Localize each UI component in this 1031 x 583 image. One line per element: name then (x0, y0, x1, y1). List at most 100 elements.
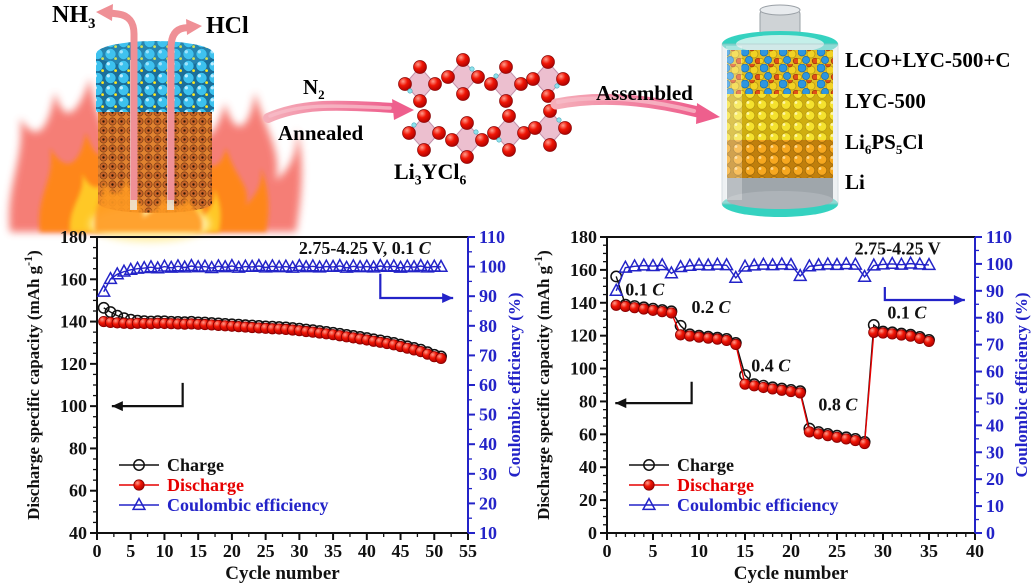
svg-text:Discharge specific capacity (m: Discharge specific capacity (mAh g-1​) (531, 250, 553, 520)
svg-text:Charge: Charge (677, 455, 734, 475)
svg-text:10: 10 (155, 541, 173, 561)
svg-text:30: 30 (290, 541, 308, 561)
svg-text:40: 40 (358, 541, 376, 561)
svg-text:30: 30 (479, 464, 497, 484)
assembled-label: Assembled (596, 81, 693, 105)
svg-text:25: 25 (257, 541, 275, 561)
svg-text:120: 120 (570, 326, 597, 346)
svg-text:70: 70 (479, 345, 497, 365)
crystal-structure (398, 53, 572, 164)
svg-text:140: 140 (60, 312, 87, 332)
svg-text:Coulombic efficiency (%): Coulombic efficiency (%) (505, 292, 524, 477)
svg-text:0.1 C: 0.1 C (625, 280, 665, 300)
svg-text:0.4 C: 0.4 C (751, 355, 791, 375)
svg-text:15: 15 (736, 541, 754, 561)
battery-layer1-label: LCO+LYC-500+C (845, 48, 1011, 72)
axes (96, 236, 469, 534)
svg-text:35: 35 (324, 541, 342, 561)
svg-text:Discharge specific capacity (m: Discharge specific capacity (mAh g-1​) (21, 250, 43, 520)
svg-text:90: 90 (986, 281, 1004, 301)
svg-text:20: 20 (479, 493, 497, 513)
svg-text:0: 0 (588, 523, 597, 543)
svg-text:Discharge: Discharge (677, 475, 754, 495)
n2-annealed-arrow (263, 99, 414, 123)
svg-text:5: 5 (126, 541, 135, 561)
svg-text:35: 35 (920, 541, 938, 561)
svg-text:0: 0 (603, 541, 612, 561)
svg-text:110: 110 (479, 227, 505, 247)
y-axis-left: 40 60 80 100 120 140 160 180 Discharge specific … (21, 227, 97, 543)
x-axis: 0 5 10 15 20 25 30 35 40 45 50 55 Cycle number (93, 533, 477, 583)
svg-text:2.75-4.25 V: 2.75-4.25 V (855, 239, 941, 259)
svg-text:Coulombic efficiency: Coulombic efficiency (167, 495, 328, 515)
svg-text:30: 30 (986, 442, 1004, 462)
battery-layer2-label: LYC-500 (845, 89, 926, 113)
li3ycl6-label: Li3YCl6 (394, 159, 467, 188)
y-axis-right: 0 10 20 30 40 50 60 70 80 90 100 110 Coulombic effic… (975, 227, 1031, 543)
svg-text:50: 50 (479, 405, 497, 425)
svg-text:40: 40 (579, 457, 597, 477)
synthesis-diagram (9, 4, 839, 242)
svg-text:90: 90 (479, 286, 497, 306)
svg-text:20: 20 (782, 541, 800, 561)
svg-text:160: 160 (570, 260, 597, 280)
svg-text:40: 40 (966, 541, 984, 561)
svg-text:80: 80 (986, 308, 1004, 328)
svg-text:110: 110 (986, 227, 1012, 247)
svg-text:100: 100 (986, 254, 1013, 274)
svg-text:40: 40 (479, 434, 497, 454)
axis-pointer-arrow (883, 287, 965, 305)
svg-text:0.1 C: 0.1 C (887, 303, 927, 323)
svg-text:Charge: Charge (167, 455, 224, 475)
svg-text:45: 45 (392, 541, 410, 561)
svg-text:40: 40 (69, 523, 87, 543)
svg-text:Cycle number: Cycle number (225, 563, 340, 583)
svg-text:60: 60 (579, 424, 597, 444)
svg-text:Cycle number: Cycle number (734, 563, 849, 583)
svg-text:100: 100 (570, 359, 597, 379)
svg-text:100: 100 (60, 396, 87, 416)
svg-text:80: 80 (69, 438, 87, 458)
y-axis-left: 0 20 40 60 80 100 120 140 160 180 Discharge specif… (531, 227, 607, 543)
svg-text:60: 60 (479, 375, 497, 395)
svg-text:10: 10 (479, 523, 497, 543)
nh3-label: NH3 (52, 2, 96, 32)
axis-pointer-arrow (615, 381, 693, 409)
svg-text:160: 160 (60, 269, 87, 289)
svg-text:2.75-4.25 V, 0.1 C: 2.75-4.25 V, 0.1 C (299, 238, 432, 258)
svg-text:80: 80 (579, 391, 597, 411)
precursor-cylinder (96, 41, 214, 213)
svg-text:0.2 C: 0.2 C (691, 297, 731, 317)
annealed-label: Annealed (278, 121, 364, 145)
hcl-label: HCl (206, 13, 249, 39)
flame-front (94, 178, 203, 232)
svg-text:30: 30 (874, 541, 892, 561)
svg-text:60: 60 (986, 362, 1004, 382)
svg-text:70: 70 (986, 335, 1004, 355)
chart-annotations: 2.75-4.25 V, 0.1 C (299, 238, 432, 258)
svg-text:20: 20 (986, 469, 1004, 489)
svg-text:140: 140 (570, 293, 597, 313)
svg-text:5: 5 (649, 541, 658, 561)
svg-text:40: 40 (986, 415, 1004, 435)
y-axis-right: 10 20 30 40 50 60 70 80 90 100 110 Coulombic effici… (468, 227, 524, 543)
svg-text:25: 25 (828, 541, 846, 561)
n2-label: N2 (303, 75, 325, 103)
svg-text:50: 50 (986, 388, 1004, 408)
svg-text:100: 100 (479, 257, 506, 277)
svg-text:180: 180 (570, 227, 597, 247)
svg-text:55: 55 (459, 541, 477, 561)
svg-text:180: 180 (60, 227, 87, 247)
series-discharge (98, 315, 447, 364)
svg-text:20: 20 (223, 541, 241, 561)
svg-text:Coulombic efficiency (%): Coulombic efficiency (%) (1012, 292, 1031, 477)
hcl-arrow (167, 19, 202, 200)
svg-text:0: 0 (986, 523, 995, 543)
svg-text:10: 10 (986, 496, 1004, 516)
svg-text:60: 60 (69, 481, 87, 501)
svg-text:0.8 C: 0.8 C (818, 395, 858, 415)
svg-text:10: 10 (690, 541, 708, 561)
